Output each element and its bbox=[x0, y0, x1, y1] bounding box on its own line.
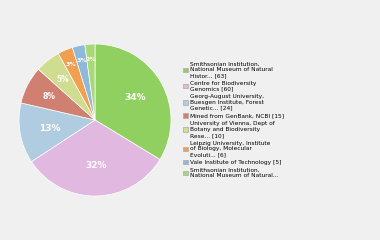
Text: 5%: 5% bbox=[57, 75, 69, 84]
Text: 2%: 2% bbox=[86, 57, 96, 62]
Text: 8%: 8% bbox=[43, 92, 55, 101]
Wedge shape bbox=[58, 48, 95, 120]
Wedge shape bbox=[95, 44, 171, 159]
Text: 3%: 3% bbox=[76, 58, 87, 63]
Wedge shape bbox=[85, 44, 95, 120]
Wedge shape bbox=[19, 103, 95, 162]
Wedge shape bbox=[38, 54, 95, 120]
Text: 32%: 32% bbox=[85, 161, 106, 170]
Text: 3%: 3% bbox=[66, 62, 76, 66]
Legend: Smithsonian Institution,
National Museum of Natural
Histor... [63], Centre for B: Smithsonian Institution, National Museum… bbox=[184, 61, 285, 179]
Text: 34%: 34% bbox=[124, 93, 146, 102]
Wedge shape bbox=[21, 69, 95, 120]
Text: 13%: 13% bbox=[40, 124, 61, 132]
Wedge shape bbox=[72, 45, 95, 120]
Wedge shape bbox=[32, 120, 160, 196]
